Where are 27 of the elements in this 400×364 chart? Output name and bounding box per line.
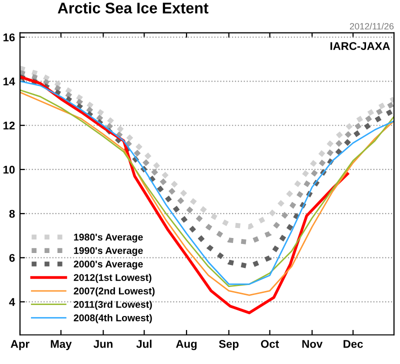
legend-label: 1990's Average [74, 247, 143, 256]
y-tick-label: 16 [3, 33, 15, 42]
x-tick-label: Oct [260, 340, 279, 348]
x-tick-label: Nov [302, 340, 323, 348]
annotation: IARC-JAXA [330, 42, 390, 50]
x-tick-label: Jun [94, 340, 112, 348]
x-tick-label: Aug [176, 340, 197, 350]
y-tick-label: 6 [9, 254, 15, 262]
x-tick-label: Sep [218, 340, 239, 350]
y-tick-label: 10 [3, 166, 15, 174]
line-series [20, 75, 349, 314]
legend-label: 1980's Average [74, 234, 143, 242]
legend-label: 2000's Average [74, 260, 143, 270]
legend-label: 2011(3rd Lowest) [74, 300, 152, 310]
y-tick-label: 14 [3, 78, 16, 86]
legend-label: 2008(4th Lowest) [74, 314, 152, 324]
x-tick-label: Dec [344, 340, 363, 348]
y-tick-label: 12 [3, 122, 15, 130]
y-tick-label: 4 [9, 298, 16, 306]
x-tick-label: Jul [136, 340, 152, 348]
legend-label: 2007(2nd Lowest) [74, 287, 155, 296]
chart-title: Arctic Sea Ice Extent [58, 2, 208, 14]
y-tick-label: 8 [9, 210, 15, 218]
x-tick-label: May [50, 340, 72, 350]
x-tick-label: Apr [10, 340, 30, 350]
legend-label: 2012(1st Lowest) [74, 274, 152, 283]
text: 2012/11/26 [350, 22, 394, 30]
